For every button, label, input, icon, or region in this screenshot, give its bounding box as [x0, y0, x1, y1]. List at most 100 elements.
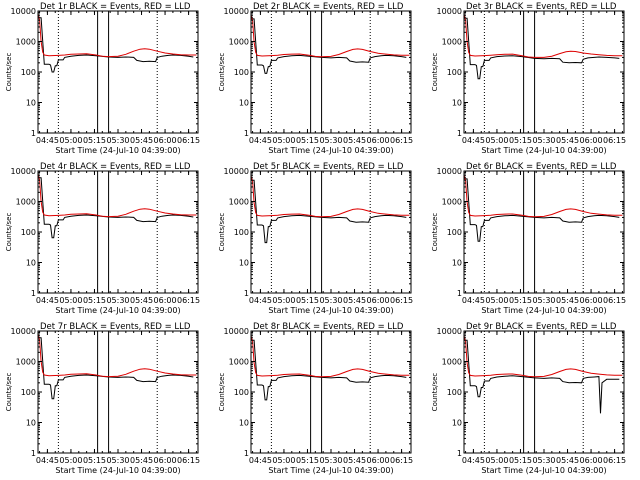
x-tick-label: 06:15 [603, 136, 626, 145]
x-tick-label: 05:45 [130, 456, 153, 465]
plot-frame [463, 170, 625, 294]
y-tick-label: 1 [244, 129, 249, 138]
x-tick-label: 05:30 [319, 296, 342, 305]
lld-series-line [37, 13, 197, 58]
x-tick-label: 05:00 [485, 296, 508, 305]
events-series-line [251, 339, 407, 401]
x-tick-label: 04:45 [462, 136, 485, 145]
y-tick-label: 1 [244, 449, 249, 458]
events-series-line [464, 339, 620, 414]
x-tick-label: 04:45 [249, 456, 272, 465]
events-series-line [38, 177, 194, 239]
events-series-line [38, 17, 194, 73]
y-tick-label: 10000 [11, 327, 36, 336]
y-tick-label: 10 [26, 99, 36, 108]
events-series-line [464, 178, 620, 242]
y-tick-label: 1 [457, 289, 462, 298]
y-tick-label: 1000 [229, 358, 249, 367]
x-tick-label: 06:15 [390, 456, 413, 465]
x-axis-label: Start Time (24-Jul-10 04:39:00) [55, 466, 180, 475]
panel-title: Det 4r BLACK = Events, RED = LLD [40, 162, 191, 172]
y-tick-label: 10000 [437, 327, 462, 336]
x-tick-label: 05:45 [130, 296, 153, 305]
x-tick-label: 06:15 [177, 296, 200, 305]
events-series-line [251, 179, 407, 244]
x-tick-label: 05:30 [106, 456, 129, 465]
x-tick-label: 04:45 [462, 296, 485, 305]
x-tick-label: 05:45 [130, 136, 153, 145]
x-tick-label: 06:00 [367, 456, 390, 465]
x-tick-label: 05:00 [272, 136, 295, 145]
events-series-line [38, 337, 194, 400]
x-axis-label: Start Time (24-Jul-10 04:39:00) [268, 466, 393, 475]
x-axis-label: Start Time (24-Jul-10 04:39:00) [268, 146, 393, 155]
x-tick-label: 05:30 [532, 296, 555, 305]
x-tick-label: 06:15 [390, 296, 413, 305]
x-tick-label: 05:30 [106, 136, 129, 145]
x-axis-label: Start Time (24-Jul-10 04:39:00) [55, 146, 180, 155]
x-tick-label: 04:45 [36, 456, 59, 465]
x-tick-label: 05:30 [319, 456, 342, 465]
y-tick-label: 1 [457, 449, 462, 458]
y-tick-label: 100 [21, 388, 36, 397]
lld-series-line [463, 174, 623, 218]
y-tick-label: 100 [447, 68, 462, 77]
detector-panel: Det 5r BLACK = Events, RED = LLD 1 10 100 10… [218, 162, 413, 315]
x-tick-label: 06:00 [580, 296, 603, 305]
x-tick-label: 05:00 [59, 456, 82, 465]
y-tick-label: 1000 [442, 358, 462, 367]
x-tick-label: 04:45 [462, 456, 485, 465]
x-tick-label: 05:30 [319, 136, 342, 145]
panel-title: Det 3r BLACK = Events, RED = LLD [466, 2, 617, 12]
detector-panel: Det 7r BLACK = Events, RED = LLD 1 10 100 10… [5, 322, 200, 475]
x-tick-label: 05:00 [485, 136, 508, 145]
y-tick-label: 1000 [16, 38, 36, 47]
y-tick-label: 10000 [437, 7, 462, 16]
detector-panel: Det 2r BLACK = Events, RED = LLD 1 10 100 10… [218, 2, 413, 155]
y-tick-label: 10 [452, 419, 462, 428]
x-tick-label: 06:00 [154, 456, 177, 465]
y-tick-label: 1 [31, 449, 36, 458]
y-tick-label: 100 [447, 228, 462, 237]
x-tick-label: 05:15 [296, 136, 319, 145]
plot-frame [37, 330, 199, 454]
x-tick-label: 05:00 [59, 136, 82, 145]
x-tick-label: 05:30 [532, 136, 555, 145]
detector-panel: Det 3r BLACK = Events, RED = LLD 1 10 100 10… [431, 2, 626, 155]
y-tick-label: 1000 [229, 38, 249, 47]
lld-series-line [37, 173, 197, 218]
plot-frame [250, 330, 412, 454]
detector-panel: Det 8r BLACK = Events, RED = LLD 1 10 100 10… [218, 322, 413, 475]
y-axis-label: Counts/sec [218, 213, 226, 252]
plot-frame [37, 10, 199, 134]
x-tick-label: 05:00 [59, 296, 82, 305]
y-axis-label: Counts/sec [218, 53, 226, 92]
y-tick-label: 1000 [16, 198, 36, 207]
y-tick-label: 100 [21, 228, 36, 237]
plot-frame [250, 10, 412, 134]
y-tick-label: 10 [239, 99, 249, 108]
x-tick-label: 05:45 [556, 456, 579, 465]
detector-panel: Det 4r BLACK = Events, RED = LLD 1 10 100 10… [5, 162, 200, 315]
x-tick-label: 06:00 [580, 136, 603, 145]
x-tick-label: 05:45 [343, 136, 366, 145]
panel-title: Det 1r BLACK = Events, RED = LLD [40, 2, 191, 12]
x-tick-label: 06:00 [154, 136, 177, 145]
y-tick-label: 1000 [16, 358, 36, 367]
y-tick-label: 10000 [224, 7, 249, 16]
y-tick-label: 10 [452, 259, 462, 268]
x-tick-label: 06:15 [390, 136, 413, 145]
y-tick-label: 10 [239, 259, 249, 268]
panel-title: Det 6r BLACK = Events, RED = LLD [466, 162, 617, 172]
y-tick-label: 1000 [442, 38, 462, 47]
x-axis-label: Start Time (24-Jul-10 04:39:00) [481, 146, 606, 155]
plot-frame [37, 170, 199, 294]
y-axis-label: Counts/sec [431, 53, 439, 92]
x-tick-label: 05:00 [272, 296, 295, 305]
y-tick-label: 10000 [11, 7, 36, 16]
x-tick-label: 05:45 [343, 456, 366, 465]
lld-series-line [250, 335, 410, 378]
panel-title: Det 8r BLACK = Events, RED = LLD [253, 322, 404, 332]
y-tick-label: 1 [457, 129, 462, 138]
lld-series-line [250, 14, 410, 58]
